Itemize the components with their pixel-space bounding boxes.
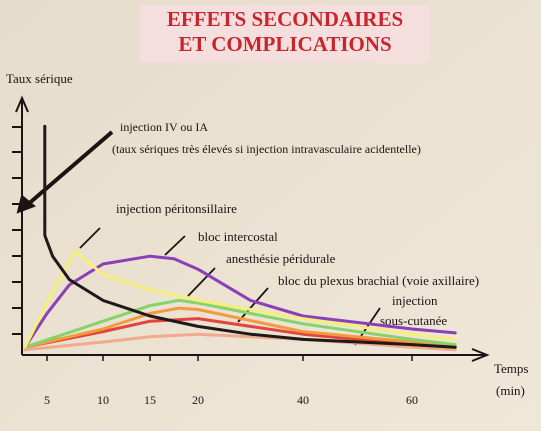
arrow-head xyxy=(16,194,36,214)
x-tick-label: 60 xyxy=(406,393,418,407)
annotation: injection péritonsillaire xyxy=(116,201,237,216)
x-tick-label: 20 xyxy=(192,393,204,407)
annotation: injection IV ou IA xyxy=(120,120,208,134)
annotation: anesthésie péridurale xyxy=(226,251,336,266)
annotation: sous-cutanée xyxy=(380,313,447,328)
x-tick-label: 15 xyxy=(144,393,156,407)
annotation: bloc intercostal xyxy=(198,229,278,244)
x-axis-label: Temps xyxy=(494,361,528,376)
series-line xyxy=(43,124,457,349)
y-axis-ticks xyxy=(12,126,22,335)
chart-title: ET COMPLICATIONS xyxy=(178,32,391,56)
title-box xyxy=(140,5,430,63)
x-axis xyxy=(22,348,490,362)
series-line xyxy=(23,298,457,349)
annotation: injection xyxy=(392,293,438,308)
x-tick-label: 5 xyxy=(44,393,50,407)
axes xyxy=(12,95,490,362)
x-tick-label: 40 xyxy=(297,393,309,407)
x-tick-label: 10 xyxy=(97,393,109,407)
annotation: (taux sériques très élevés si injection … xyxy=(112,142,421,156)
arrow xyxy=(24,130,114,208)
leader-line xyxy=(79,227,381,346)
series-line xyxy=(23,306,457,349)
series-line xyxy=(23,249,457,349)
series-line xyxy=(23,332,457,352)
chart-title: EFFETS SECONDAIRES xyxy=(167,7,403,31)
x-axis-label: (min) xyxy=(496,383,525,398)
series-line xyxy=(23,254,457,349)
annotation: bloc du plexus brachial (voie axillaire) xyxy=(278,273,479,288)
y-axis-label: Taux sérique xyxy=(6,71,73,86)
y-axis xyxy=(15,95,29,355)
